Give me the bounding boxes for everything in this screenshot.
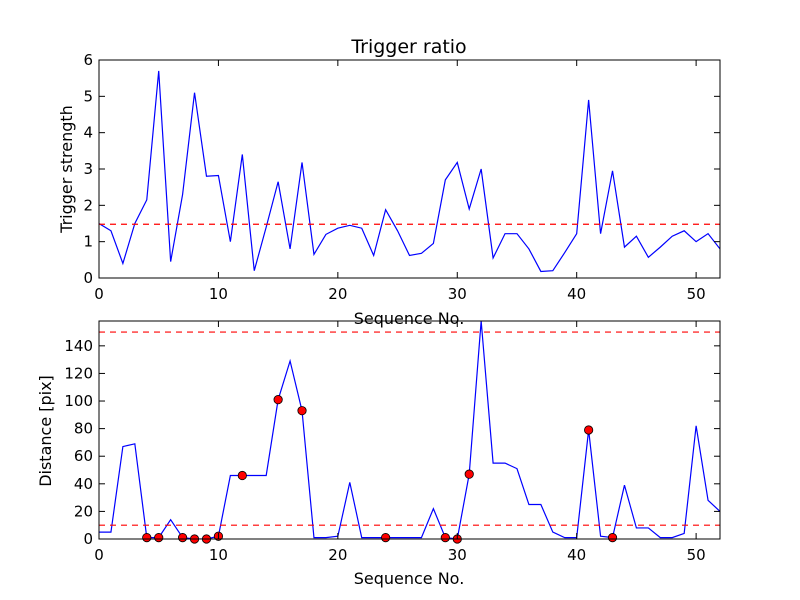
x-tick-label: 50 [687,546,706,564]
y-tick-label: 0 [83,269,93,287]
y-tick-label: 100 [64,392,93,410]
x-tick-label: 0 [94,285,104,303]
data-layer [99,321,720,539]
chart-title: Trigger ratio [350,36,466,58]
series-line [99,70,720,273]
y-tick-label: 5 [83,87,93,105]
data-point-marker [584,425,594,435]
data-point-marker [237,470,247,481]
y-tick-label: 120 [64,364,93,382]
y-tick-label: 80 [74,420,93,438]
data-layer [99,70,720,273]
plot-frame [98,320,721,540]
y-tick-label: 60 [74,447,93,465]
x-tick-label: 40 [567,546,586,564]
data-point-marker [154,533,164,543]
data-point-marker [142,533,152,543]
data-point-marker [464,469,474,479]
y-axis-label: Trigger strength [57,105,76,234]
data-point-marker [177,533,188,543]
x-axis-label: Sequence No. [354,569,465,588]
x-tick-label: 30 [448,285,467,303]
data-point-marker [381,533,391,543]
series-line [99,321,720,539]
y-axis-label: Distance [pix] [36,375,55,487]
x-tick-label: 40 [567,285,586,303]
y-tick-label: 1 [83,233,93,251]
y-tick-label: 4 [83,124,93,142]
data-point-marker [607,533,618,543]
data-point-marker [440,533,450,543]
distance-chart: 0 10 20 30 40 50 0 20 40 60 80 100 120 140 Sequence N… [36,320,721,588]
plot-area: 0 10 20 30 40 50 0 1 2 3 4 5 6 [83,51,721,303]
x-axis-label: Sequence No. [354,309,465,328]
x-tick-label: 10 [209,546,228,564]
trigger-ratio-chart: Trigger ratio 0 10 20 30 40 50 0 1 2 3 4 5 6 Sequenc… [57,36,721,328]
x-tick-label: 20 [328,285,347,303]
x-tick-label: 50 [687,285,706,303]
plot-area: 0 10 20 30 40 50 0 20 40 60 80 100 120 140 [64,320,721,564]
y-tick-label: 0 [83,530,93,548]
y-tick-label: 2 [83,196,93,214]
x-tick-label: 10 [209,285,228,303]
data-point-marker [273,395,283,405]
data-point-marker [297,406,307,416]
y-tick-label: 140 [64,337,93,355]
y-tick-label: 20 [74,502,93,520]
y-tick-label: 3 [83,160,93,178]
y-tick-label: 6 [83,51,93,69]
x-tick-label: 0 [94,546,104,564]
x-tick-label: 20 [328,546,347,564]
x-tick-label: 30 [448,546,467,564]
y-tick-label: 40 [74,475,93,493]
